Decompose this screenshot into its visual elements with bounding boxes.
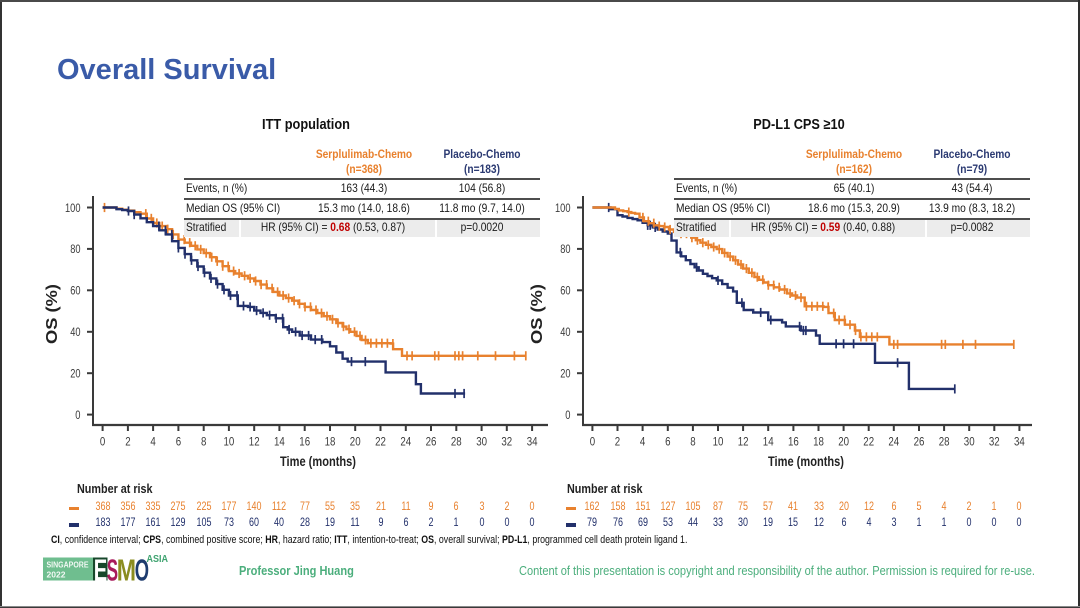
svg-text:34: 34 [527, 435, 538, 449]
svg-text:32: 32 [989, 435, 1000, 449]
svg-text:Time (months): Time (months) [768, 453, 844, 469]
svg-text:16: 16 [299, 435, 310, 449]
svg-text:O: O [135, 552, 149, 587]
svg-text:M: M [117, 552, 136, 587]
svg-text:2: 2 [615, 435, 621, 449]
svg-text:20: 20 [70, 367, 80, 381]
svg-text:60: 60 [560, 284, 570, 298]
svg-text:20: 20 [838, 435, 849, 449]
svg-text:20: 20 [350, 435, 361, 449]
svg-text:10: 10 [224, 435, 235, 449]
svg-text:0: 0 [565, 408, 570, 422]
svg-text:60: 60 [70, 284, 80, 298]
svg-text:S: S [107, 552, 118, 587]
svg-text:8: 8 [690, 435, 696, 449]
svg-text:12: 12 [249, 435, 260, 449]
svg-text:22: 22 [863, 435, 874, 449]
svg-text:0: 0 [100, 435, 106, 449]
svg-text:4: 4 [640, 435, 646, 449]
svg-text:40: 40 [560, 325, 570, 339]
svg-text:100: 100 [65, 201, 81, 215]
svg-text:6: 6 [665, 435, 671, 449]
svg-text:100: 100 [555, 201, 571, 215]
svg-text:12: 12 [738, 435, 749, 449]
svg-text:10: 10 [713, 435, 724, 449]
svg-text:ASIA: ASIA [147, 554, 169, 565]
svg-text:34: 34 [1014, 435, 1025, 449]
svg-text:24: 24 [888, 435, 899, 449]
svg-text:16: 16 [788, 435, 799, 449]
svg-text:24: 24 [400, 435, 411, 449]
svg-text:0: 0 [75, 408, 80, 422]
svg-text:E: E [94, 552, 108, 587]
svg-text:26: 26 [426, 435, 437, 449]
svg-text:32: 32 [501, 435, 512, 449]
svg-text:4: 4 [150, 435, 156, 449]
svg-text:22: 22 [375, 435, 386, 449]
svg-text:18: 18 [813, 435, 824, 449]
svg-text:28: 28 [939, 435, 950, 449]
svg-text:30: 30 [476, 435, 487, 449]
svg-text:28: 28 [451, 435, 462, 449]
svg-text:20: 20 [560, 367, 570, 381]
svg-text:6: 6 [176, 435, 182, 449]
svg-text:SINGAPORE: SINGAPORE [47, 560, 89, 570]
svg-text:40: 40 [70, 325, 80, 339]
svg-text:2: 2 [125, 435, 131, 449]
svg-text:14: 14 [274, 435, 285, 449]
svg-text:OS (%): OS (%) [44, 284, 61, 344]
svg-text:Time (months): Time (months) [280, 453, 356, 469]
svg-text:0: 0 [590, 435, 596, 449]
svg-text:30: 30 [964, 435, 975, 449]
svg-text:26: 26 [914, 435, 925, 449]
svg-text:14: 14 [763, 435, 774, 449]
svg-text:8: 8 [201, 435, 207, 449]
svg-text:2022: 2022 [47, 570, 66, 580]
svg-text:OS (%): OS (%) [529, 284, 546, 344]
svg-text:18: 18 [325, 435, 336, 449]
svg-text:80: 80 [70, 242, 80, 256]
svg-text:80: 80 [560, 242, 570, 256]
